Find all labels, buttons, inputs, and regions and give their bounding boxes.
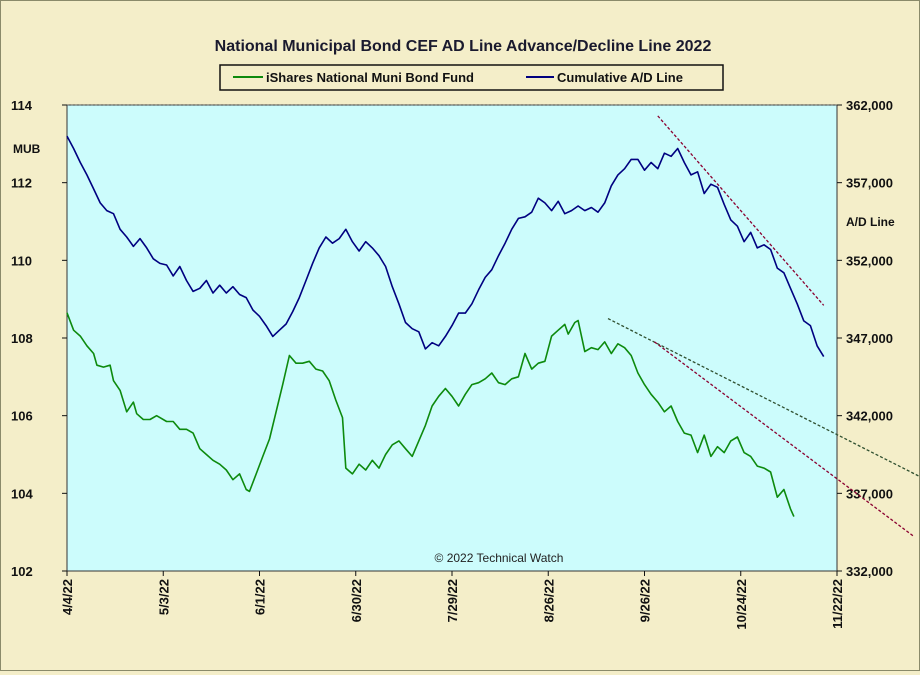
- left-tick-label: 104: [11, 486, 33, 501]
- left-tick-label: 112: [11, 176, 32, 191]
- left-axis-label: MUB: [13, 142, 41, 156]
- x-tick-label: 4/4/22: [60, 579, 75, 615]
- right-tick-label: 347,000: [846, 331, 893, 346]
- legend-label-ad: Cumulative A/D Line: [557, 70, 683, 85]
- x-tick-label: 10/24/22: [734, 579, 749, 630]
- legend-label-mub: iShares National Muni Bond Fund: [266, 70, 474, 85]
- trendlines: [607, 115, 920, 537]
- left-tick-label: 106: [11, 409, 33, 424]
- trendline: [607, 318, 920, 478]
- right-tick-label: 362,000: [846, 98, 893, 113]
- x-tick-label: 7/29/22: [445, 579, 460, 622]
- left-tick-label: 102: [11, 564, 33, 579]
- chart-title: National Municipal Bond CEF AD Line Adva…: [215, 38, 712, 55]
- left-tick-label: 114: [11, 98, 33, 113]
- right-tick-label: 342,000: [846, 409, 893, 424]
- legend-box: [219, 64, 724, 91]
- series-lines: [66, 135, 825, 517]
- x-tick-label: 9/26/22: [638, 579, 653, 622]
- right-tick-label: 357,000: [846, 176, 893, 191]
- series-line-ad: [66, 135, 825, 358]
- left-tick-label: 110: [11, 253, 32, 268]
- x-tick-label: 5/3/22: [156, 579, 171, 615]
- right-tick-label: 337,000: [846, 486, 893, 501]
- plot-area: [66, 104, 838, 572]
- trendline: [654, 341, 914, 537]
- x-axis-ticks: 4/4/22 5/3/22 6/1/22 6/30/22 7/29/22 8/26/22 9…: [60, 571, 845, 630]
- right-axis-label: A/D Line: [846, 215, 895, 229]
- x-tick-label: 8/26/22: [541, 579, 556, 622]
- left-axis-ticks: 102 104 106 108 110 112 114: [11, 98, 67, 579]
- x-tick-label: 11/22/22: [830, 579, 845, 629]
- left-tick-label: 108: [11, 331, 33, 346]
- series-line-mub: [66, 312, 795, 517]
- trendline: [657, 115, 825, 306]
- x-tick-label: 6/1/22: [253, 579, 268, 615]
- right-tick-label: 332,000: [846, 564, 893, 579]
- legend: iShares National Muni Bond Fund Cumulati…: [219, 64, 724, 91]
- right-tick-label: 352,000: [846, 253, 893, 268]
- copyright-text: © 2022 Technical Watch: [435, 551, 564, 565]
- right-axis-ticks: 332,000 337,000 342,000 347,000 352,000 357,0…: [837, 98, 893, 579]
- x-tick-label: 6/30/22: [349, 579, 364, 622]
